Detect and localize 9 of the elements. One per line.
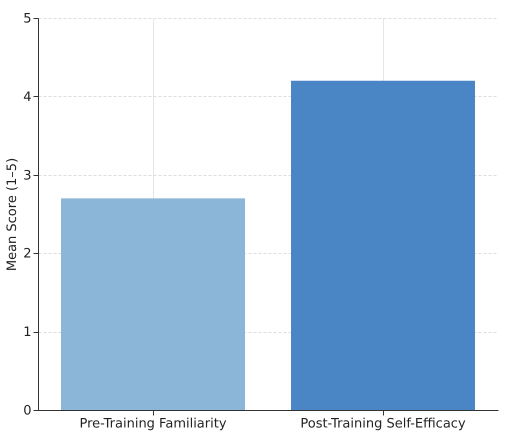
x-tick-label: Post-Training Self-Efficacy xyxy=(300,416,466,432)
y-tick-label: 4 xyxy=(23,90,32,105)
y-axis-title: Mean Score (1–5) xyxy=(5,158,20,272)
y-tick-label: 3 xyxy=(23,168,32,184)
y-tick-label: 5 xyxy=(23,12,32,26)
y-tick-label: 1 xyxy=(23,325,32,340)
y-tick-label: 2 xyxy=(23,246,32,262)
y-tick-label: 0 xyxy=(23,404,32,418)
x-tick-label: Pre-Training Familiarity xyxy=(79,416,227,432)
